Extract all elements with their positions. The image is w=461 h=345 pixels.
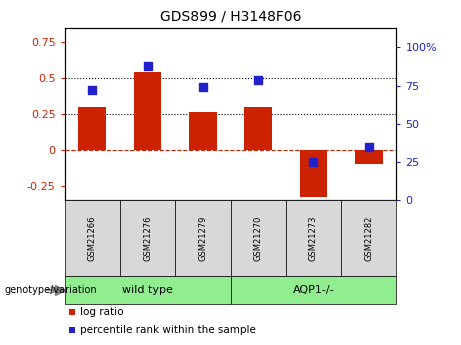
Text: genotype/variation: genotype/variation xyxy=(5,285,97,295)
Point xyxy=(89,87,96,93)
Bar xyxy=(300,150,327,197)
Point xyxy=(144,63,151,69)
Text: log ratio: log ratio xyxy=(80,307,123,317)
Title: GDS899 / H3148F06: GDS899 / H3148F06 xyxy=(160,10,301,24)
Text: AQP1-/-: AQP1-/- xyxy=(293,285,334,295)
Bar xyxy=(355,150,383,164)
Bar xyxy=(189,112,217,150)
Text: GSM21270: GSM21270 xyxy=(254,215,263,261)
Text: percentile rank within the sample: percentile rank within the sample xyxy=(80,325,255,335)
Bar xyxy=(134,72,161,150)
Point xyxy=(310,159,317,165)
Point xyxy=(365,144,372,149)
Bar xyxy=(78,107,106,150)
Text: wild type: wild type xyxy=(122,285,173,295)
Text: GSM21266: GSM21266 xyxy=(88,215,97,261)
Text: GSM21282: GSM21282 xyxy=(364,215,373,261)
Text: GSM21273: GSM21273 xyxy=(309,215,318,261)
Text: GSM21276: GSM21276 xyxy=(143,215,152,261)
Point xyxy=(254,77,262,82)
Point xyxy=(199,85,207,90)
Bar xyxy=(244,107,272,150)
Text: GSM21279: GSM21279 xyxy=(198,215,207,261)
